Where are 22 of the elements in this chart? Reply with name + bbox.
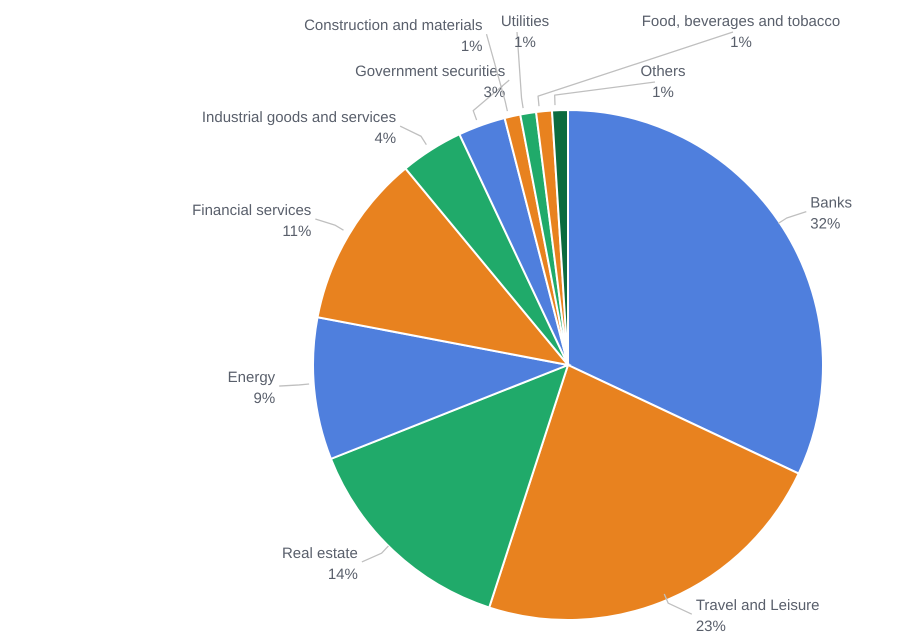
data-label: 3%	[484, 84, 506, 102]
slice-label: Utilities	[500, 13, 550, 30]
slice-label: Government securities	[355, 63, 506, 80]
data-label: 32%	[810, 216, 840, 233]
data-label: 1%	[652, 84, 674, 101]
slice-label: Travel and Leisure	[696, 597, 820, 614]
slice-label: Others	[640, 63, 686, 80]
slice-label: Food, beverages and tobacco	[642, 13, 840, 30]
data-label: 9%	[254, 390, 276, 408]
slice-label: Real estate	[282, 544, 358, 562]
data-label: 23%	[696, 618, 726, 636]
data-label: 14%	[328, 566, 358, 583]
data-label: 1%	[514, 34, 536, 51]
data-label: 1%	[460, 38, 482, 56]
slice-label: Industrial goods and services	[202, 109, 396, 126]
slice-label: Banks	[810, 194, 852, 212]
slice-label: Construction and materials	[304, 17, 482, 34]
data-label: 1%	[730, 34, 752, 51]
slice-label: Energy	[228, 369, 276, 386]
data-label: 11%	[282, 222, 312, 240]
data-label: 4%	[374, 130, 396, 148]
slice-label: Financial services	[192, 202, 312, 219]
